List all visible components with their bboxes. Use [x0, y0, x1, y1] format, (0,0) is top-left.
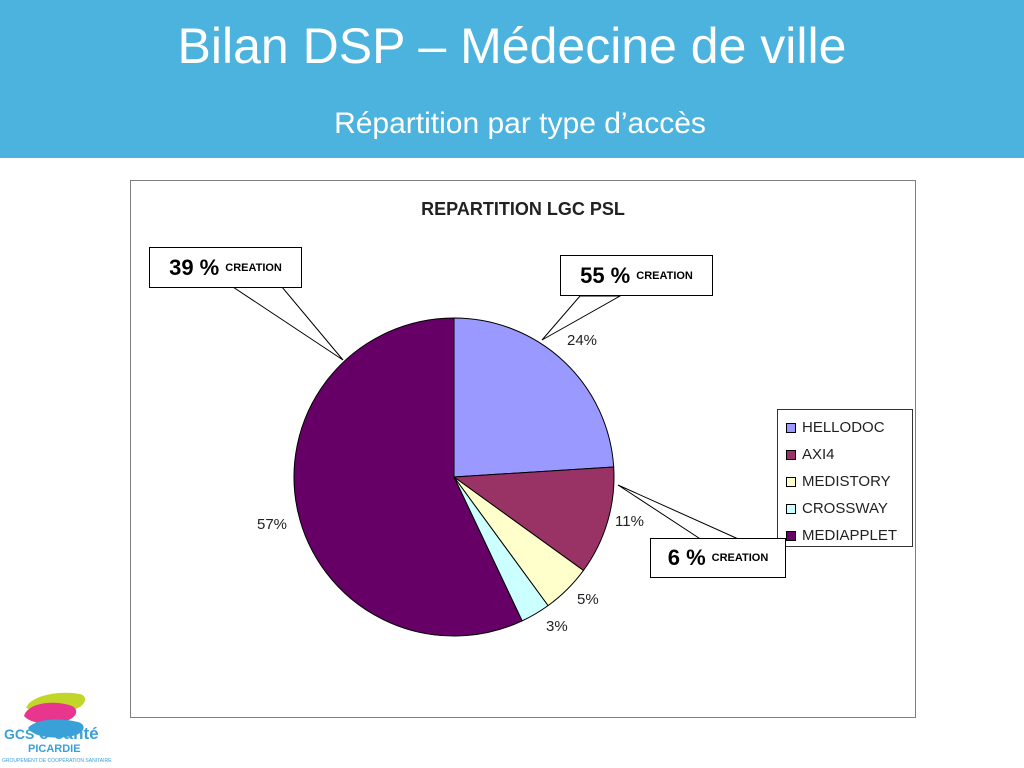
callout-value: 55 %	[580, 262, 631, 288]
legend-label-hellodoc: HELLODOC	[802, 419, 885, 436]
pie-slice-axi4	[452, 466, 615, 572]
callout-value: 6 %	[667, 545, 706, 570]
callout-value: 39 %	[169, 254, 220, 280]
chart-frame: REPARTITION LGC PSL 24% 11% 5% 3% 57% HE…	[130, 180, 916, 718]
legend-label-mediapplet: MEDIAPPLET	[802, 527, 898, 544]
slide-title: Bilan DSP – Médecine de ville	[177, 18, 847, 74]
callout-note: CREATION	[711, 552, 769, 564]
logo-tagline: GROUPEMENT DE COOPÉRATION SANITAIRE	[2, 758, 112, 764]
logo-region: PICARDIE	[28, 743, 81, 755]
pie-slice-mediapplet	[293, 317, 523, 637]
callout-55-creation: 55 % CREATION	[560, 255, 713, 296]
slice-label-axi4: 11%	[615, 513, 644, 530]
legend-label-axi4: AXI4	[802, 446, 835, 463]
legend-swatch-hellodoc	[786, 422, 796, 433]
slice-label-crossway: 3%	[546, 618, 568, 635]
slice-label-hellodoc: 24%	[567, 332, 598, 349]
slide-subtitle: Répartition par type d’accès	[334, 107, 706, 140]
header-banner: Bilan DSP – Médecine de ville Répartitio…	[0, 0, 1024, 158]
chart-legend: HELLODOC AXI4 MEDISTORY CROSSWAY MEDIAPP…	[777, 409, 913, 547]
chart-title: REPARTITION LGC PSL	[421, 199, 625, 219]
legend-swatch-axi4	[786, 449, 796, 460]
legend-label-medistory: MEDISTORY	[802, 473, 891, 490]
legend-swatch-crossway	[786, 503, 796, 514]
legend-label-crossway: CROSSWAY	[802, 500, 888, 517]
pie-slice-hellodoc	[453, 317, 615, 478]
slice-label-medistory: 5%	[577, 591, 599, 608]
legend-item-medistory: MEDISTORY	[786, 468, 912, 495]
legend-item-hellodoc: HELLODOC	[786, 414, 912, 441]
callout-6-creation: 6 % CREATION	[650, 538, 786, 578]
gcs-logo-icon	[24, 692, 86, 738]
callout-note: CREATION	[636, 269, 693, 282]
callout-39-creation: 39 % CREATION	[149, 247, 302, 288]
pie-chart	[293, 317, 615, 637]
legend-swatch-mediapplet	[786, 530, 796, 541]
legend-item-crossway: CROSSWAY	[786, 495, 912, 522]
logo-prefix: GCS	[4, 726, 35, 742]
logo-wordmark: GCS e-santé	[4, 724, 99, 744]
legend-item-mediapplet: MEDIAPPLET	[786, 522, 912, 549]
callout-note: CREATION	[225, 261, 282, 274]
legend-item-axi4: AXI4	[786, 441, 912, 468]
slice-label-mediapplet: 57%	[257, 516, 288, 533]
logo-name: e-santé	[39, 724, 99, 743]
legend-swatch-medistory	[786, 476, 796, 487]
